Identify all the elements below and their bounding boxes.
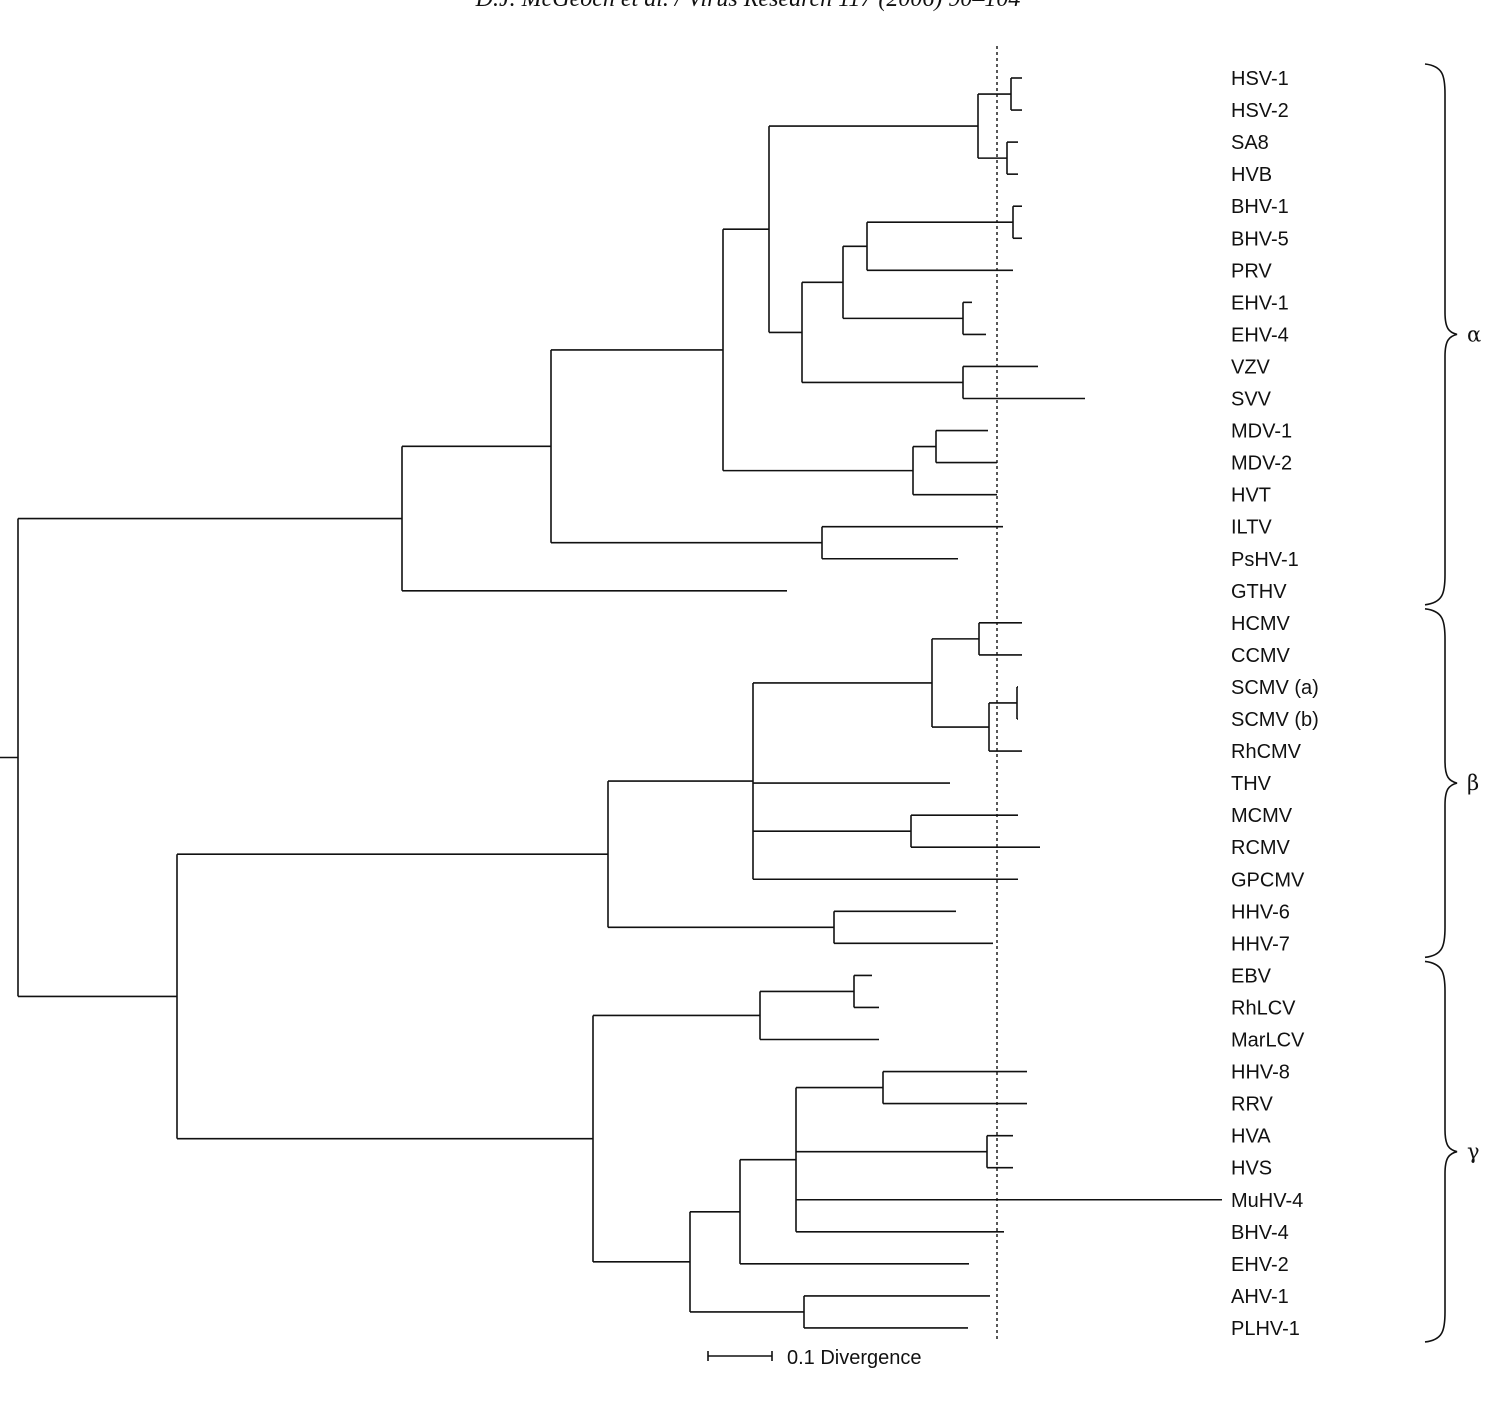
group-brace (1424, 960, 1458, 1343)
leaf-label: BHV-4 (1231, 1222, 1289, 1244)
leaf-label: HVS (1231, 1158, 1272, 1180)
leaf-label: AHV-1 (1231, 1286, 1289, 1308)
leaf-label: HSV-1 (1231, 68, 1289, 90)
leaf-label: EHV-1 (1231, 292, 1289, 314)
leaf-label: PRV (1231, 260, 1272, 282)
leaf-label: EBV (1231, 965, 1272, 987)
leaf-label: ILTV (1231, 517, 1272, 539)
leaf-label: GPCMV (1231, 869, 1305, 891)
leaf-label: MuHV-4 (1231, 1190, 1303, 1212)
leaf-label: CCMV (1231, 645, 1291, 667)
leaf-label: MDV-1 (1231, 421, 1292, 443)
leaf-label: HVT (1231, 485, 1271, 507)
group-brace (1424, 608, 1458, 959)
scale-bar-label: 0.1 Divergence (787, 1347, 922, 1369)
journal-header: D.J. McGeoch et al. / Virus Research 117… (0, 0, 1496, 13)
leaf-label: SA8 (1231, 132, 1269, 154)
leaf-label: BHV-1 (1231, 196, 1289, 218)
leaf-label: MCMV (1231, 805, 1293, 827)
leaf-label: MDV-2 (1231, 453, 1292, 475)
leaf-label: HVB (1231, 164, 1272, 186)
leaf-label: EHV-4 (1231, 324, 1289, 346)
leaf-label: EHV-2 (1231, 1254, 1289, 1276)
leaf-label: HHV-8 (1231, 1062, 1290, 1084)
leaf-label: PsHV-1 (1231, 549, 1299, 571)
leaf-label: SCMV (b) (1231, 709, 1319, 731)
leaf-label: GTHV (1231, 581, 1287, 603)
group-label: γ (1467, 1140, 1480, 1164)
leaf-label: HHV-7 (1231, 933, 1290, 955)
leaf-label: PLHV-1 (1231, 1318, 1300, 1340)
group-label: α (1467, 322, 1481, 346)
leaf-label: HVA (1231, 1126, 1271, 1148)
leaf-label: SVV (1231, 389, 1272, 411)
leaf-label: RRV (1231, 1094, 1274, 1116)
leaf-label: HCMV (1231, 613, 1291, 635)
leaf-label: SCMV (a) (1231, 677, 1319, 699)
leaf-label: HHV-6 (1231, 901, 1290, 923)
group-label: β (1467, 771, 1479, 795)
group-brace (1424, 63, 1458, 606)
leaf-label: MarLCV (1231, 1030, 1305, 1052)
leaf-label: THV (1231, 773, 1272, 795)
leaf-label: RhCMV (1231, 741, 1302, 763)
leaf-label: BHV-5 (1231, 228, 1289, 250)
leaf-label: RCMV (1231, 837, 1291, 859)
leaf-label: RhLCV (1231, 997, 1296, 1019)
leaf-label: VZV (1231, 356, 1271, 378)
leaf-label: HSV-2 (1231, 100, 1289, 122)
